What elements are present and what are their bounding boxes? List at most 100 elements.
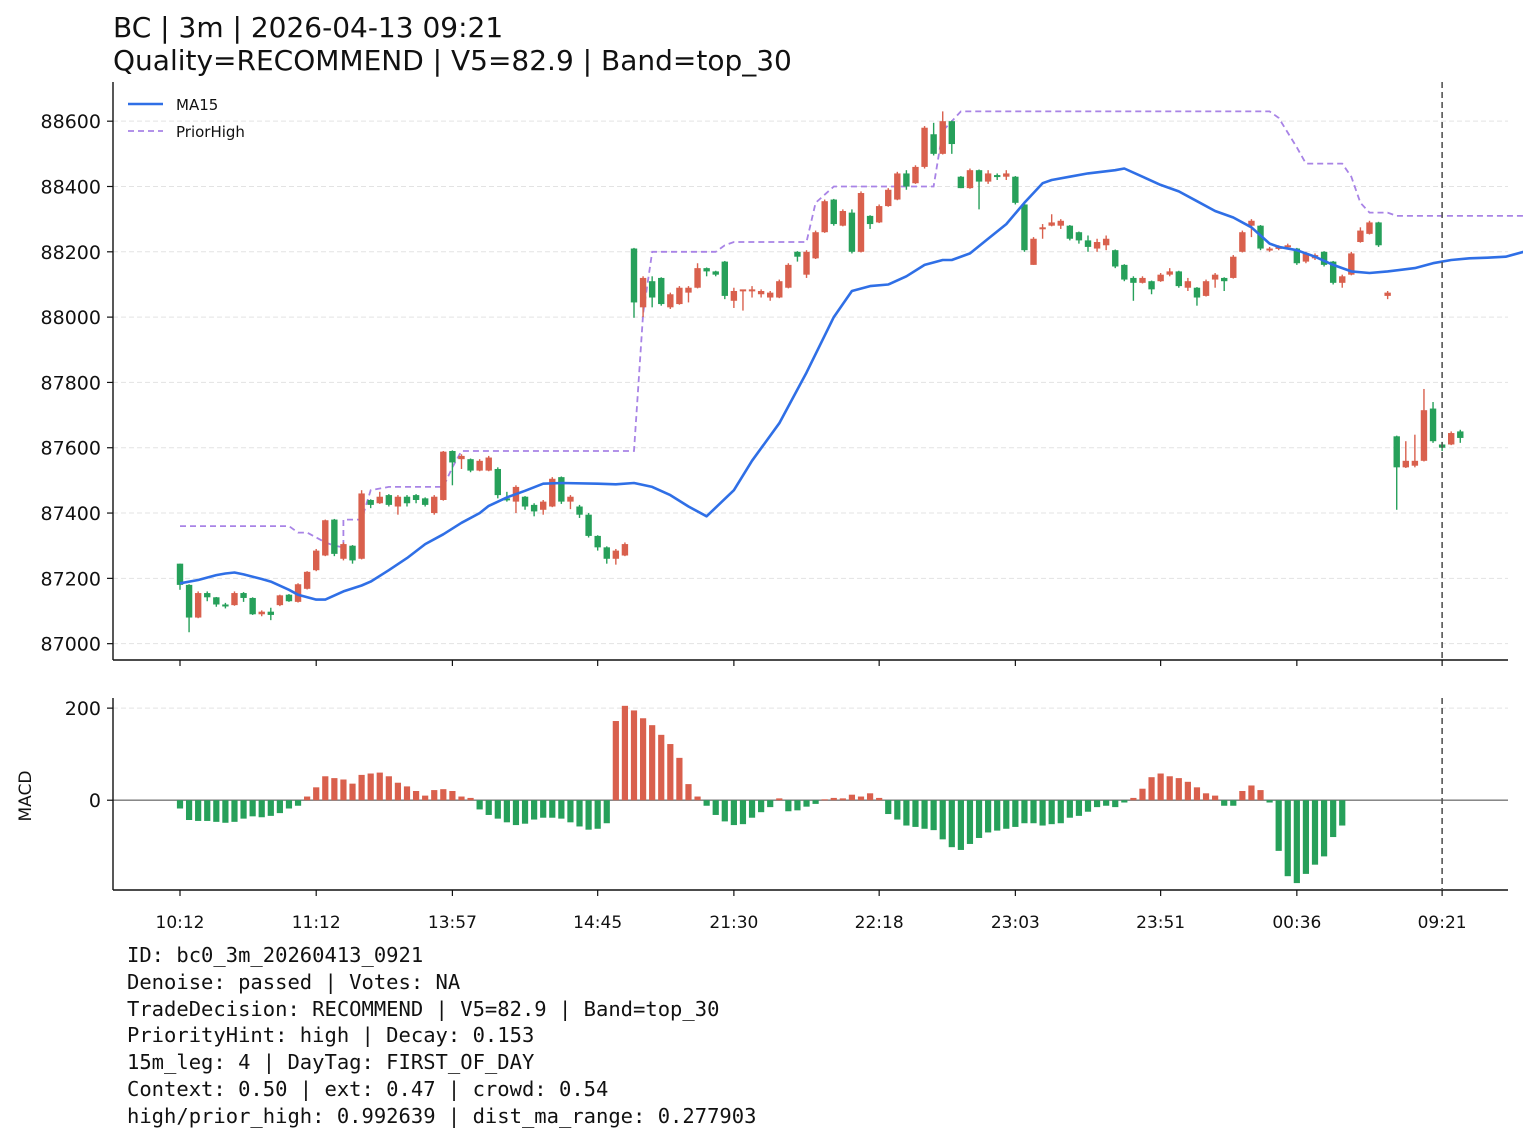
candle-body <box>603 547 610 559</box>
candle-body <box>585 514 592 536</box>
xtick-label: 13:57 <box>428 913 477 933</box>
macd-bar <box>1230 800 1237 806</box>
macd-bar <box>903 800 910 826</box>
candle <box>1021 203 1028 252</box>
candle <box>367 499 374 509</box>
macd-bar <box>985 800 992 833</box>
candle-body <box>1420 410 1428 461</box>
candle <box>667 292 674 309</box>
macd-bar <box>531 800 538 820</box>
candle <box>848 209 856 254</box>
x-axis: 10:12 11:12 13:57 14:45 21:30 22:18 23:03 23:51… <box>156 660 1467 933</box>
price-ytick-label: 87200 <box>41 568 101 590</box>
candle <box>866 215 874 229</box>
candle <box>1030 237 1037 265</box>
candle <box>821 199 828 233</box>
macd-bar <box>403 786 411 801</box>
candle <box>1193 287 1201 306</box>
macd-bar <box>685 784 692 801</box>
macd-bar <box>894 800 901 820</box>
candle-body <box>1057 220 1064 226</box>
candle-body <box>412 495 420 500</box>
candle <box>385 494 393 507</box>
candle <box>1211 273 1219 288</box>
macd-bar <box>957 800 964 850</box>
candle <box>1384 290 1391 300</box>
candle <box>558 476 565 504</box>
candle <box>767 290 774 301</box>
macd-bar <box>503 800 510 823</box>
macd-bar <box>576 800 583 827</box>
candle <box>1093 238 1101 252</box>
candle <box>1320 251 1328 267</box>
candle <box>1429 402 1437 443</box>
candle-body <box>994 175 1001 178</box>
candle-body <box>903 173 910 187</box>
candle-body <box>594 535 601 548</box>
candle <box>294 583 302 603</box>
macd-bar <box>494 800 501 819</box>
macd-bar <box>1121 800 1128 803</box>
candle-body <box>1157 274 1164 282</box>
macd-bar <box>431 790 438 801</box>
candle-body <box>685 287 692 293</box>
macd-axis-label: MACD <box>16 771 36 822</box>
candle-body <box>1384 292 1391 296</box>
candle <box>276 594 284 607</box>
candle-body <box>1030 238 1037 265</box>
candle-body <box>576 506 583 515</box>
candle-body <box>1293 248 1301 264</box>
candle <box>1084 235 1092 252</box>
candle-body <box>1175 271 1182 287</box>
macd-bar <box>485 800 492 815</box>
candle-body <box>676 287 683 305</box>
candle-body <box>1184 281 1192 288</box>
macd-bar <box>1293 800 1300 884</box>
macd-bar <box>585 800 592 830</box>
candle-body <box>767 292 774 298</box>
macd-bar <box>349 783 356 801</box>
candle <box>431 495 438 515</box>
candle-body <box>1266 248 1273 251</box>
candle-body <box>776 281 783 298</box>
macd-bar <box>1175 778 1182 801</box>
macd-bar <box>549 800 556 818</box>
candle-body <box>1457 431 1464 438</box>
candle-body <box>349 545 356 561</box>
macd-bar <box>803 800 810 807</box>
candle-body <box>231 593 238 606</box>
candle <box>1339 274 1346 288</box>
macd-bar <box>839 798 846 801</box>
macd-bar <box>185 800 193 821</box>
macd-bar <box>1003 800 1010 829</box>
candle <box>903 170 910 190</box>
price-ytick-label: 88400 <box>41 176 101 198</box>
candle <box>776 279 783 299</box>
macd-bar <box>204 800 211 821</box>
candle-body <box>1239 232 1246 252</box>
macd-bar <box>1339 800 1346 826</box>
candle <box>521 496 529 510</box>
macd-bar <box>1221 800 1228 806</box>
candle-body <box>1230 256 1237 278</box>
candle-body <box>204 593 211 598</box>
macd-bar <box>939 800 946 840</box>
macd-panel: 0 200 MACD <box>16 698 1508 891</box>
macd-bar <box>240 800 247 819</box>
macd-bar <box>412 791 420 801</box>
candle-body <box>957 176 965 189</box>
macd-bar <box>1311 800 1319 865</box>
candle-body <box>222 604 229 607</box>
candle-body <box>885 189 892 207</box>
candle-body <box>639 277 647 308</box>
macd-bar <box>830 797 837 801</box>
legend-prior-high-label: PriorHigh <box>176 123 245 141</box>
candle-body <box>322 520 329 556</box>
macd-bar <box>512 800 520 826</box>
price-ytick-label: 88600 <box>41 111 101 133</box>
candle <box>376 491 383 504</box>
candle <box>857 191 865 253</box>
candle <box>885 188 892 207</box>
candle <box>476 459 483 472</box>
candle-body <box>449 451 456 463</box>
